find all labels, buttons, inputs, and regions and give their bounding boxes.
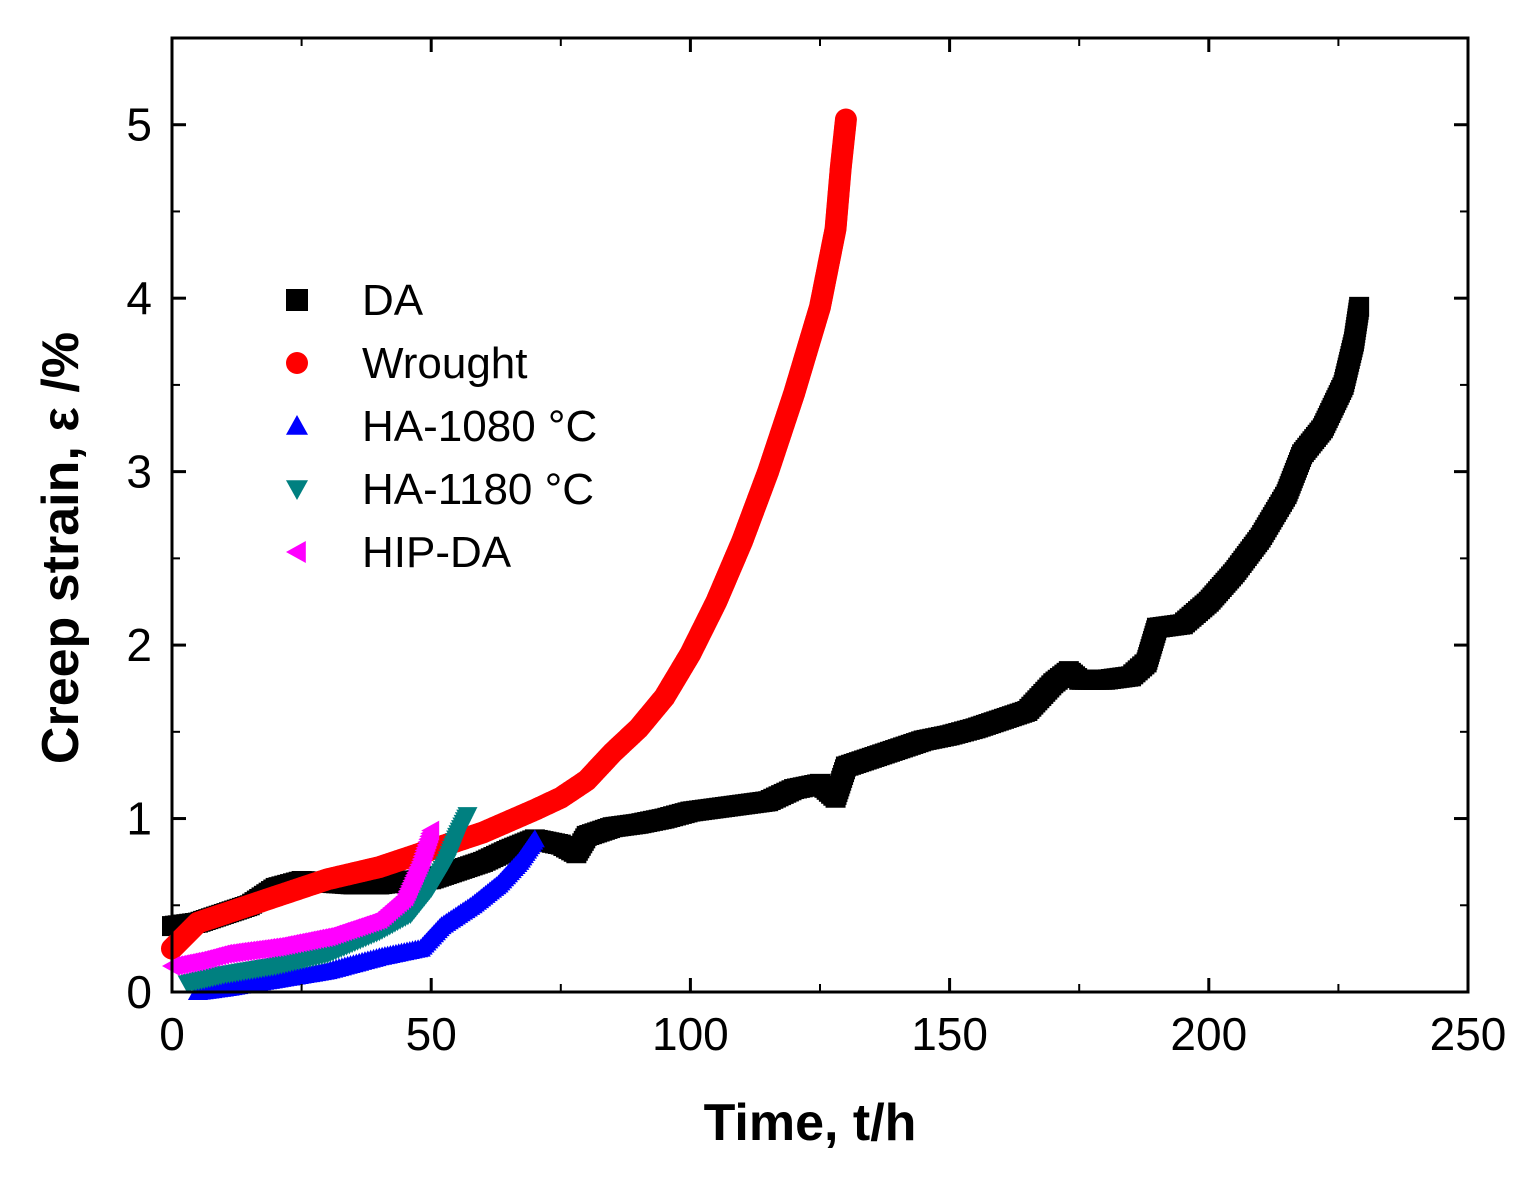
series-hip-da bbox=[162, 820, 440, 976]
data-point bbox=[834, 108, 857, 131]
legend-item: HA-1180 °C bbox=[286, 465, 594, 514]
legend-marker bbox=[286, 352, 308, 374]
legend-marker bbox=[286, 415, 308, 435]
x-axis-ticks bbox=[170, 38, 1470, 992]
legend-label: HIP-DA bbox=[362, 528, 512, 577]
data-point bbox=[524, 829, 545, 848]
x-tick-label: 50 bbox=[406, 1008, 457, 1060]
y-tick-label: 0 bbox=[126, 966, 152, 1018]
series-wrought bbox=[161, 108, 857, 960]
x-tick-label: 200 bbox=[1170, 1008, 1247, 1060]
legend-label: HA-1180 °C bbox=[362, 465, 594, 514]
x-axis-title: Time, t/h bbox=[704, 1094, 917, 1152]
x-tick-label: 250 bbox=[1430, 1008, 1507, 1060]
x-tick-label: 0 bbox=[159, 1008, 185, 1060]
y-tick-label: 2 bbox=[126, 619, 152, 671]
y-tick-label: 1 bbox=[126, 793, 152, 845]
legend-item: DA bbox=[286, 276, 424, 325]
legend-label: Wrought bbox=[362, 339, 528, 388]
data-point bbox=[421, 820, 440, 841]
legend-marker bbox=[286, 541, 306, 563]
y-tick-label: 4 bbox=[126, 272, 152, 324]
y-tick-label: 3 bbox=[126, 446, 152, 498]
legend-label: HA-1080 °C bbox=[362, 402, 597, 451]
y-axis-tick-labels: 0 1 2 3 4 5 bbox=[126, 99, 152, 1018]
series-da bbox=[162, 296, 1370, 937]
y-axis-title: Creep strain, ε /% bbox=[32, 332, 90, 764]
y-axis-ticks bbox=[172, 37, 1468, 994]
legend-item: HIP-DA bbox=[286, 528, 512, 577]
legend-item: HA-1080 °C bbox=[286, 402, 597, 451]
data-point bbox=[1349, 296, 1370, 317]
x-tick-label: 150 bbox=[911, 1008, 988, 1060]
x-tick-label: 100 bbox=[652, 1008, 729, 1060]
legend-label: DA bbox=[362, 276, 424, 325]
x-axis-tick-labels: 0 50 100 150 200 250 bbox=[159, 1008, 1506, 1060]
y-tick-label: 5 bbox=[126, 99, 152, 151]
legend-marker bbox=[286, 289, 308, 311]
data-point bbox=[457, 807, 478, 826]
legend-item: Wrought bbox=[286, 339, 528, 388]
plot-series bbox=[161, 108, 1370, 1000]
legend-marker bbox=[286, 480, 308, 500]
legend: DA Wrought HA-1080 °C HA-1180 °C HIP-DA bbox=[286, 276, 597, 577]
